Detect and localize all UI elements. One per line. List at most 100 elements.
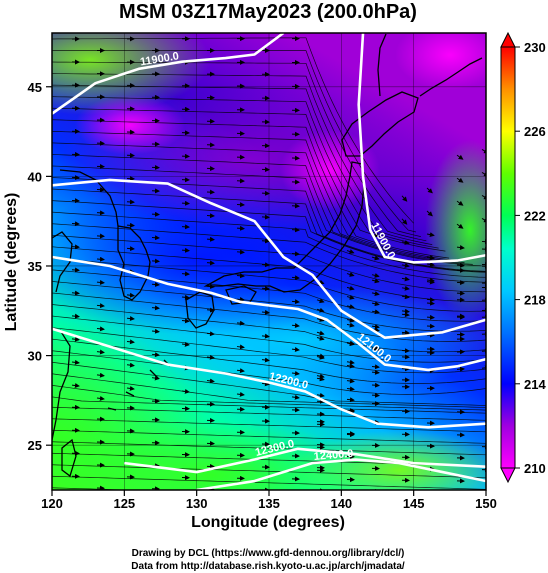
y-axis: 25 30 35 40 45	[28, 80, 52, 453]
wind-arrow	[181, 294, 190, 300]
wind-arrow	[96, 395, 105, 401]
warm-region-east	[425, 140, 486, 320]
wind-arrow	[426, 232, 435, 238]
wind-arrow	[126, 385, 135, 391]
wind-arrow	[401, 240, 410, 245]
wind-arrow	[71, 336, 80, 342]
wind-arrow	[316, 354, 325, 360]
wind-arrow	[401, 308, 410, 314]
wind-arrow	[346, 359, 355, 365]
streamline	[52, 258, 486, 312]
streamline	[52, 350, 486, 395]
wind-streamlines	[52, 36, 486, 490]
wind-arrow	[96, 279, 105, 285]
wind-arrow	[291, 323, 300, 329]
y-tick-label: 30	[28, 349, 42, 364]
cold-core-northeast	[395, 33, 486, 90]
streamline	[52, 142, 465, 263]
wind-arrow	[346, 304, 355, 309]
wind-arrow	[426, 210, 433, 217]
streamline	[52, 200, 486, 273]
contour-line	[196, 458, 486, 490]
x-tick-label: 150	[475, 496, 497, 511]
streamline	[52, 327, 486, 374]
streamline	[52, 188, 486, 273]
wind-arrow	[346, 386, 355, 392]
contour-line	[52, 33, 285, 115]
wind-arrow	[236, 296, 245, 302]
wind-arrow	[346, 341, 355, 347]
streamline	[52, 234, 486, 293]
wind-arrow	[401, 330, 410, 336]
wind-arrow	[126, 316, 135, 321]
streamline	[52, 165, 482, 267]
wind-arrow	[346, 272, 355, 277]
wind-arrow	[316, 307, 325, 313]
streamline	[52, 406, 486, 421]
colorbar-tick-label: 226	[524, 124, 546, 139]
wind-arrow	[261, 238, 270, 244]
wind-arrow	[96, 233, 105, 239]
wind-arrow	[236, 368, 245, 374]
wind-arrow	[236, 273, 245, 279]
credit-data: Data from http://database.rish.kyoto-u.a…	[131, 561, 405, 572]
wind-arrow	[126, 292, 135, 298]
wind-arrow	[71, 267, 80, 273]
wind-arrow	[236, 320, 245, 326]
wind-arrow	[236, 391, 245, 397]
contour-line	[357, 33, 486, 264]
colorbar-max-triangle	[500, 31, 516, 48]
streamline	[52, 107, 446, 252]
wind-arrow	[206, 378, 215, 384]
wind-arrow	[126, 246, 135, 252]
coastlines	[52, 33, 483, 478]
streamline	[52, 292, 486, 342]
wind-arrow	[96, 326, 105, 332]
x-tick-label: 135	[258, 496, 280, 511]
wind-arrow	[371, 369, 380, 375]
streamline	[52, 464, 486, 479]
wind-arrow	[456, 245, 465, 250]
wind-arrow	[426, 297, 435, 303]
coastline-shikoku	[225, 285, 257, 305]
coastline-korea	[117, 225, 151, 301]
wind-arrow	[291, 275, 300, 281]
contour-line	[52, 327, 486, 429]
wind-arrow	[151, 258, 160, 264]
coastline-taiwan	[61, 438, 77, 478]
wind-arrow	[346, 317, 355, 323]
wind-arrow	[346, 249, 355, 254]
wind-arrow	[71, 290, 80, 296]
wind-arrow	[181, 271, 190, 277]
wind-arrow	[71, 313, 80, 319]
streamline	[52, 418, 486, 433]
x-tick-label: 145	[403, 496, 425, 511]
streamline	[52, 211, 486, 278]
wind-arrow	[151, 328, 160, 334]
credit-drawing: Drawing by DCL (https://www.gfd-dennou.o…	[132, 548, 405, 559]
wind-arrow	[316, 317, 325, 322]
colorbar-ticks: 210 214 218 222 226 230	[515, 40, 546, 476]
wind-arrow	[291, 394, 300, 400]
wind-arrow	[401, 276, 410, 282]
contour-line	[268, 304, 486, 372]
wind-arrow	[426, 300, 435, 306]
wind-arrow	[316, 392, 325, 398]
wind-arrow	[371, 301, 380, 307]
wind-arrow	[346, 285, 355, 291]
streamline	[52, 50, 417, 233]
y-axis-label: Latitude (degrees)	[3, 193, 20, 332]
contour-label: 12400.0	[313, 448, 354, 463]
wind-arrow	[371, 278, 380, 284]
colorbar-tick-label: 230	[524, 40, 546, 55]
colorbar: 210 214 218 222 226 230	[500, 31, 546, 484]
streamline	[52, 96, 439, 249]
wind-arrow	[316, 373, 325, 379]
wind-arrow	[371, 382, 380, 388]
wind-arrow	[401, 312, 410, 318]
wind-arrow	[151, 281, 160, 287]
colorbar-tick-label: 214	[524, 377, 546, 392]
wind-arrow	[151, 305, 160, 311]
wind-arrow	[206, 331, 215, 337]
